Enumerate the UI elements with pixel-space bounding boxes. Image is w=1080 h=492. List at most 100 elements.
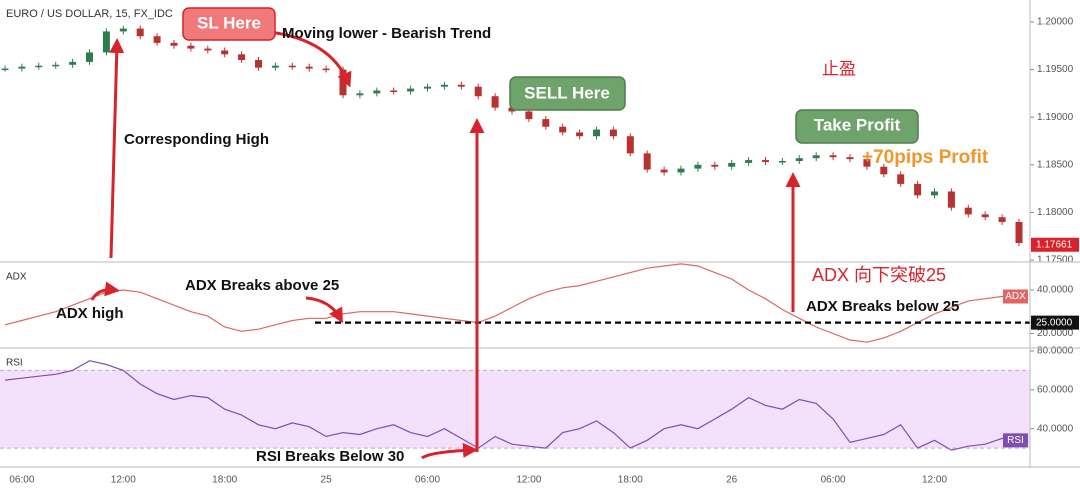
candle: [238, 54, 246, 61]
threshold-box: [1031, 315, 1079, 330]
frame: [0, 0, 1080, 468]
annotation: ADX 向下突破25: [812, 265, 946, 285]
candle: [677, 168, 685, 173]
indicator-tag: RSI: [1007, 435, 1024, 446]
candle: [914, 183, 922, 196]
candle: [187, 45, 195, 49]
candle: [508, 107, 516, 112]
candle: [69, 61, 77, 65]
annotation: +70pips Profit: [862, 147, 989, 168]
candle: [440, 84, 448, 87]
candle: [35, 65, 43, 68]
indicator-tag-box: [1003, 433, 1028, 448]
indicator-tag-box: [1003, 289, 1028, 304]
annotation: ADX high: [56, 305, 124, 322]
x-tick-label: 25: [321, 475, 333, 486]
candle: [981, 214, 989, 218]
annotation-layer: SL Here Moving lower - Bearish Trend 止盈 SEL…: [56, 7, 989, 465]
arrows: [90, 30, 801, 460]
candle: [643, 153, 651, 170]
y-tick-label: 1.20000: [1037, 17, 1074, 28]
candle: [863, 159, 871, 167]
annotation: 止盈: [822, 59, 856, 78]
panel-title: ADX: [6, 272, 27, 283]
candle: [204, 48, 212, 51]
candle: [356, 93, 364, 96]
annotation: SL Here: [197, 13, 261, 32]
y-tick-label: 40.0000: [1037, 285, 1074, 296]
candle: [255, 60, 262, 68]
candle: [288, 65, 296, 68]
candle: [931, 191, 938, 196]
x-tick-label: 06:00: [9, 475, 34, 486]
rsi-band: [0, 370, 1030, 449]
annotation: SELL Here: [524, 83, 610, 102]
arrow: [90, 281, 120, 301]
candle: [102, 31, 110, 53]
annotation: Corresponding High: [124, 131, 269, 148]
candle: [119, 28, 127, 32]
arrow: [109, 38, 125, 259]
candle: [947, 191, 955, 208]
candle: [424, 86, 431, 89]
annotation: Moving lower - Bearish Trend: [282, 25, 491, 42]
candle: [846, 157, 854, 160]
x-tick-label: 12:00: [111, 475, 136, 486]
candle: [559, 126, 567, 133]
y-tick-label: 1.19500: [1037, 64, 1074, 75]
x-tick-label: 12:00: [516, 475, 541, 486]
candle: [86, 52, 93, 62]
y-tick-label: 1.19000: [1037, 112, 1074, 123]
y-tick-label: 80.0000: [1037, 346, 1074, 357]
arrow: [269, 30, 352, 88]
y-tick-label: 40.0000: [1037, 423, 1074, 434]
candle: [576, 132, 584, 137]
candle: [542, 119, 550, 127]
last-price-box: [1031, 237, 1079, 252]
candle: [390, 90, 398, 93]
candle: [694, 164, 702, 169]
candle: [829, 155, 837, 158]
arrow: [421, 442, 478, 460]
candle: [18, 66, 26, 69]
candle: [626, 136, 634, 154]
candle: [271, 65, 279, 68]
candle: [1, 68, 9, 71]
candle: [964, 207, 972, 215]
candle: [221, 50, 229, 55]
candle: [491, 96, 499, 108]
candle: [880, 166, 888, 175]
candle: [711, 164, 719, 167]
indicator-tag: ADX: [1005, 291, 1026, 302]
candle: [762, 160, 769, 162]
candle: [609, 129, 617, 137]
candle: [170, 42, 178, 46]
callout-box: [509, 76, 626, 111]
candle: [812, 155, 820, 159]
candle: [52, 64, 60, 67]
last-price-label: 1.17661: [1036, 239, 1073, 250]
x-tick-label: 06:00: [821, 475, 846, 486]
callout-box: [182, 7, 276, 41]
x-tick-label: 06:00: [415, 475, 440, 486]
candle: [998, 217, 1006, 222]
x-tick-label: 12:00: [922, 475, 947, 486]
candle: [795, 158, 803, 162]
annotation: ADX Breaks below 25: [806, 298, 959, 315]
data-layer: 1.20000 1.19500 1.19000 1.18500 1.18000 1.175…: [0, 8, 1079, 486]
candle: [474, 86, 482, 97]
candle: [745, 160, 753, 163]
y-tick-label: 60.0000: [1037, 384, 1074, 395]
panel-title: RSI: [6, 358, 23, 369]
candle: [525, 111, 533, 120]
y-tick-label: 1.18000: [1037, 207, 1074, 218]
candle: [305, 66, 313, 69]
x-tick-label: 18:00: [618, 475, 643, 486]
candle: [778, 161, 786, 163]
x-tick-label: 26: [726, 475, 738, 486]
x-tick-label: 18:00: [212, 475, 237, 486]
candle: [136, 28, 144, 37]
y-tick-label: 20.0000: [1037, 328, 1074, 339]
annotation: Take Profit: [814, 115, 901, 134]
